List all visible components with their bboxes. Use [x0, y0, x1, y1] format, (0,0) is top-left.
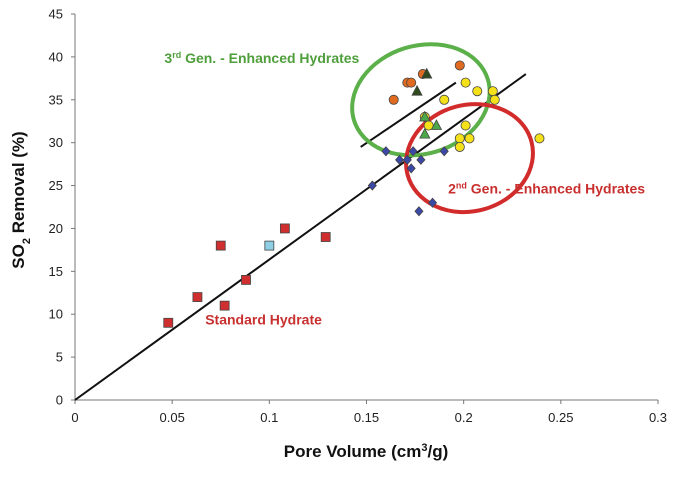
- diamond-point: [408, 146, 418, 157]
- square-point: [219, 300, 230, 311]
- y-tick-label: 20: [49, 221, 63, 236]
- triangle-point: [419, 110, 431, 122]
- diamond-point: [406, 163, 416, 174]
- highlight-ellipses: [350, 42, 535, 215]
- diamond-point: [414, 206, 424, 217]
- y-tick-label: 25: [49, 178, 63, 193]
- square-point: [163, 317, 174, 328]
- annotation-label: Standard Hydrate: [205, 312, 322, 328]
- y-axis-title: SO2 Removal (%): [9, 131, 33, 268]
- trendlines: [74, 73, 527, 401]
- highlight-ellipse: [350, 42, 492, 158]
- circle-point: [388, 94, 399, 105]
- circle-point: [454, 60, 465, 71]
- y-tick-label: 35: [49, 92, 63, 107]
- y-tick-label: 0: [56, 393, 63, 408]
- circle-point: [472, 86, 483, 97]
- diamond-point: [402, 154, 412, 165]
- square-point: [279, 223, 290, 234]
- trendline: [74, 73, 527, 401]
- y-tick-label: 45: [49, 7, 63, 22]
- circle-point: [487, 86, 498, 97]
- circle-point: [439, 94, 450, 105]
- x-tick-label: 0.3: [649, 410, 667, 425]
- square-point: [192, 292, 203, 302]
- x-axis-title: Pore Volume (cm3/g): [284, 442, 449, 461]
- diamond-point: [428, 197, 438, 208]
- data-points: [163, 60, 545, 328]
- square-point: [264, 240, 275, 251]
- annotations: 3rd Gen. - Enhanced Hydrates 2nd Gen. - E…: [164, 50, 645, 328]
- circle-point: [460, 120, 471, 131]
- circle-point: [489, 94, 500, 105]
- y-tick-label: 15: [49, 264, 63, 279]
- circle-point: [464, 133, 475, 144]
- circle-point: [454, 141, 465, 152]
- y-tick-label: 30: [49, 135, 63, 150]
- diamond-point: [439, 146, 449, 157]
- annotation-label: 2nd Gen. - Enhanced Hydrates: [448, 180, 645, 196]
- y-tick-label: 40: [49, 49, 63, 64]
- x-tick-label: 0.1: [260, 410, 278, 425]
- triangle-point: [430, 119, 443, 130]
- circle-point: [534, 133, 545, 144]
- x-tick-label: 0.2: [455, 410, 473, 425]
- annotation-label: 3rd Gen. - Enhanced Hydrates: [164, 50, 359, 66]
- trendline: [360, 81, 457, 148]
- x-tick-label: 0.05: [160, 410, 185, 425]
- square-point: [241, 275, 251, 285]
- circle-point: [454, 133, 465, 144]
- diamond-point: [416, 154, 426, 165]
- circle-point: [406, 77, 417, 88]
- x-tick-label: 0: [71, 410, 78, 425]
- tick-labels: 0 5 10 15 20 25 30 35 40 45 0 0.05 0.1 0.15 0.2 0.25 0.3: [49, 7, 668, 426]
- triangle-point: [419, 127, 431, 139]
- axes: [71, 13, 659, 404]
- highlight-ellipse: [404, 102, 535, 215]
- x-tick-label: 0.15: [354, 410, 379, 425]
- diamond-point: [367, 180, 377, 191]
- diamond-point: [395, 154, 405, 165]
- x-tick-label: 0.25: [548, 410, 573, 425]
- y-tick-label: 5: [56, 350, 63, 365]
- square-point: [215, 240, 226, 251]
- circle-point: [460, 77, 471, 88]
- triangle-point: [411, 84, 423, 96]
- y-tick-label: 10: [49, 307, 63, 322]
- diamond-point: [381, 146, 391, 157]
- triangle-point: [421, 67, 433, 79]
- square-point: [320, 232, 331, 242]
